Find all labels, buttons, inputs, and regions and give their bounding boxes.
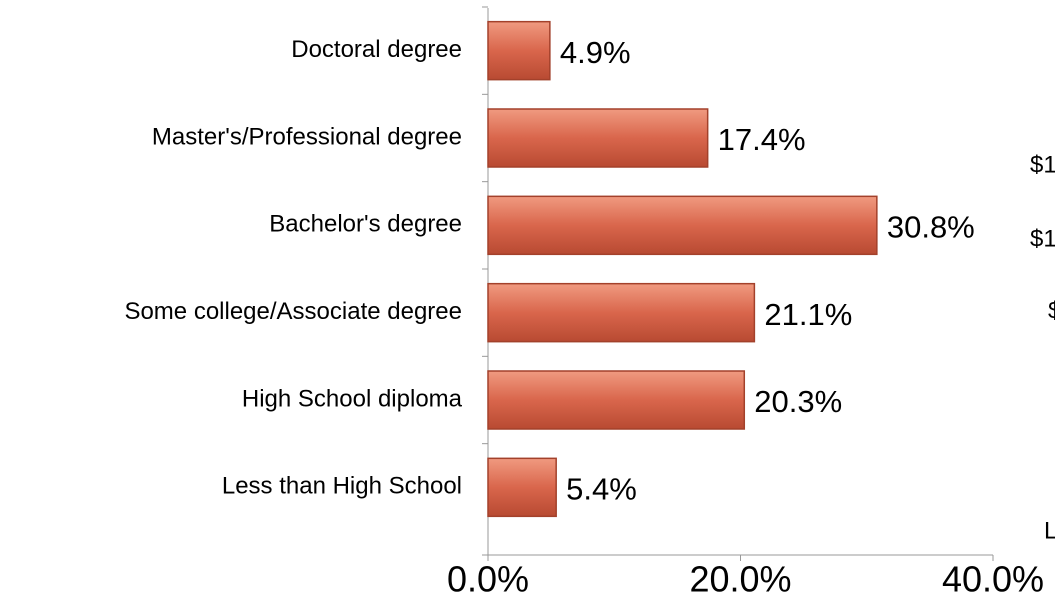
bar: [487, 20, 551, 81]
bar: [487, 282, 756, 343]
bar: [487, 108, 709, 168]
y-tick-label: High School diploma: [242, 385, 463, 412]
y-tick-label: Less than High School: [222, 473, 462, 500]
x-tick-label: 0.0%: [447, 559, 529, 599]
data-label: 30.8%: [887, 210, 975, 245]
bar: [487, 370, 746, 430]
clipped-label: $1: [1030, 225, 1055, 252]
y-tick-label: Master's/Professional degree: [152, 123, 462, 150]
y-tick-label: Doctoral degree: [291, 36, 462, 63]
clipped-label: L: [1044, 517, 1055, 544]
clipped-label: $1: [1030, 151, 1055, 178]
data-label: 17.4%: [718, 122, 806, 157]
y-tick-label: Bachelor's degree: [269, 211, 462, 238]
data-label: 4.9%: [560, 35, 631, 70]
bar: [487, 195, 878, 256]
data-label: 20.3%: [754, 384, 842, 419]
data-label: 5.4%: [566, 472, 637, 507]
bar: [487, 457, 557, 518]
x-tick-label: 40.0%: [942, 559, 1044, 599]
x-tick-label: 20.0%: [689, 559, 791, 599]
clipped-label: $: [1048, 297, 1055, 324]
data-label: 21.1%: [764, 297, 852, 332]
y-tick-label: Some college/Associate degree: [124, 298, 462, 325]
